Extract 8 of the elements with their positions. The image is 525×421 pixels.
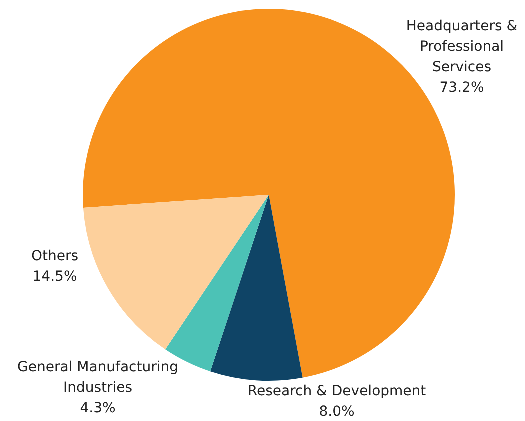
slice-label: Headquarters & Professional Services	[406, 18, 518, 76]
slice-label: General Manufacturing Industries	[18, 360, 178, 396]
data-label: 73.2%	[440, 80, 484, 96]
data-label: 14.5%	[32, 269, 78, 286]
slice-label: Others	[31, 248, 79, 265]
data-label: 4.3%	[80, 400, 116, 417]
data-label: 8.0%	[319, 404, 355, 420]
slice-label: Research & Development	[248, 384, 427, 400]
